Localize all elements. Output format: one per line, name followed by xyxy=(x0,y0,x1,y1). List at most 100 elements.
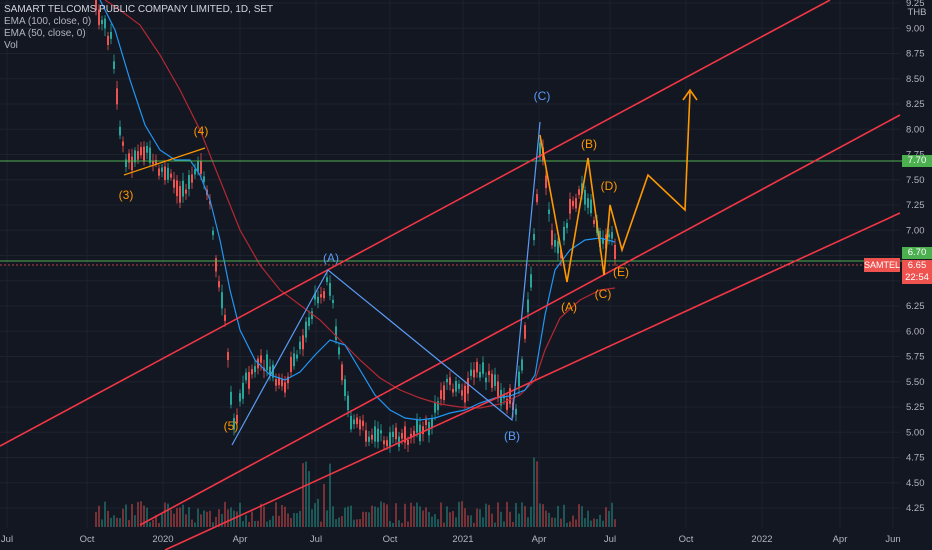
volume-bar xyxy=(179,507,181,527)
volume-bar xyxy=(266,521,268,527)
candle-body xyxy=(401,433,403,439)
volume-bar xyxy=(215,516,217,527)
candle-body xyxy=(332,299,334,304)
candle-body xyxy=(455,380,457,392)
wave-label-orange-a: (A) xyxy=(561,300,577,314)
channel-middle-line[interactable] xyxy=(139,114,901,526)
wave-label-orange-c: (C) xyxy=(595,287,612,301)
volume-bar xyxy=(287,513,289,527)
channel-upper-line[interactable] xyxy=(0,0,831,447)
channel-lower-line[interactable] xyxy=(164,212,901,550)
volume-bar xyxy=(359,519,361,527)
candle-body xyxy=(608,234,610,238)
volume-bar xyxy=(98,505,100,527)
volume-bar xyxy=(467,515,469,527)
countdown-badge: 22:54 xyxy=(902,272,932,284)
volume-bar xyxy=(152,519,154,527)
wave-3-4-triangle[interactable] xyxy=(123,147,206,176)
candlestick-series xyxy=(95,0,616,453)
candle-body xyxy=(497,381,499,397)
candle-body xyxy=(182,180,184,197)
candle-body xyxy=(488,371,490,376)
candle-body xyxy=(173,179,175,188)
volume-bar xyxy=(188,507,190,527)
time-tick-label: Oct xyxy=(679,534,694,545)
candle-body xyxy=(605,234,607,249)
candle-body xyxy=(548,209,550,215)
volume-bar xyxy=(530,506,532,527)
volume-bar xyxy=(461,501,463,527)
candle-body xyxy=(278,377,280,386)
candle-body xyxy=(467,378,469,394)
price-tick-label: 6.00 xyxy=(906,326,925,337)
volume-bar xyxy=(533,457,535,527)
volume-bar xyxy=(194,522,196,527)
volume-bar xyxy=(146,507,148,527)
candle-body xyxy=(479,371,481,378)
price-tick-label: 5.50 xyxy=(906,377,925,388)
candle-body xyxy=(449,377,451,385)
candle-body xyxy=(179,186,181,203)
candle-body xyxy=(410,433,412,439)
indicator-ema-100[interactable]: EMA (100, close, 0) xyxy=(4,16,92,27)
volume-bar xyxy=(143,505,145,527)
volume-bar xyxy=(122,508,124,527)
candle-body xyxy=(98,9,100,25)
candle-body xyxy=(365,430,367,442)
volume-bar xyxy=(200,514,202,527)
volume-bar xyxy=(338,517,340,527)
volume-bar xyxy=(437,519,439,527)
volume-bar xyxy=(497,502,499,527)
time-tick-label: 2021 xyxy=(452,534,473,545)
volume-bar xyxy=(158,522,160,527)
volume-bar xyxy=(443,522,445,527)
indicator-ema-50[interactable]: EMA (50, close, 0) xyxy=(4,28,86,39)
volume-bar xyxy=(395,503,397,527)
time-tick-label: Apr xyxy=(833,534,848,545)
volume-bar xyxy=(128,520,130,527)
volume-bar xyxy=(203,510,205,527)
blue-abc-wave[interactable] xyxy=(231,121,541,446)
candle-body xyxy=(137,151,139,160)
wave-label-4: (4) xyxy=(194,124,209,138)
time-axis[interactable]: Jul Oct 2020 Apr Jul Oct 2021 Apr Jul Oct 2022 Apr J… xyxy=(1,534,901,545)
candle-body xyxy=(170,173,172,178)
volume-bar xyxy=(455,517,457,527)
indicator-volume[interactable]: Vol xyxy=(4,40,18,51)
volume-bar xyxy=(332,506,334,527)
volume-bar xyxy=(242,521,244,527)
symbol-title[interactable]: SAMART TELCOMS PUBLIC COMPANY LIMITED, 1… xyxy=(4,4,274,15)
volume-bar xyxy=(284,506,286,527)
volume-bar xyxy=(230,507,232,527)
candle-body xyxy=(614,244,616,260)
volume-bar xyxy=(392,522,394,527)
wave-label-blue-a: (A) xyxy=(323,251,339,265)
volume-bar xyxy=(506,501,508,527)
candle-body xyxy=(158,168,160,176)
volume-bar xyxy=(446,506,448,527)
volume-bar xyxy=(272,515,274,527)
candle-body xyxy=(335,326,337,341)
candle-body xyxy=(578,189,580,195)
candle-body xyxy=(494,374,496,387)
candle-body xyxy=(134,150,136,163)
candle-body xyxy=(128,153,130,163)
price-tick-label: 5.00 xyxy=(906,427,925,438)
volume-bar xyxy=(236,511,238,527)
currency-label: THB xyxy=(907,7,927,18)
volume-bar xyxy=(173,513,175,527)
candle-body xyxy=(389,432,391,447)
volume-bar xyxy=(164,502,166,527)
candle-body xyxy=(587,198,589,208)
candle-body xyxy=(431,418,433,428)
volume-bar xyxy=(596,519,598,527)
orange-abcde-wave[interactable] xyxy=(539,91,691,283)
candle-body xyxy=(275,379,277,386)
volume-bar xyxy=(602,520,604,527)
volume-bar xyxy=(182,504,184,527)
volume-bar xyxy=(365,511,367,527)
volume-bar xyxy=(548,512,550,527)
candle-body xyxy=(371,434,373,440)
candle-body xyxy=(161,167,163,172)
